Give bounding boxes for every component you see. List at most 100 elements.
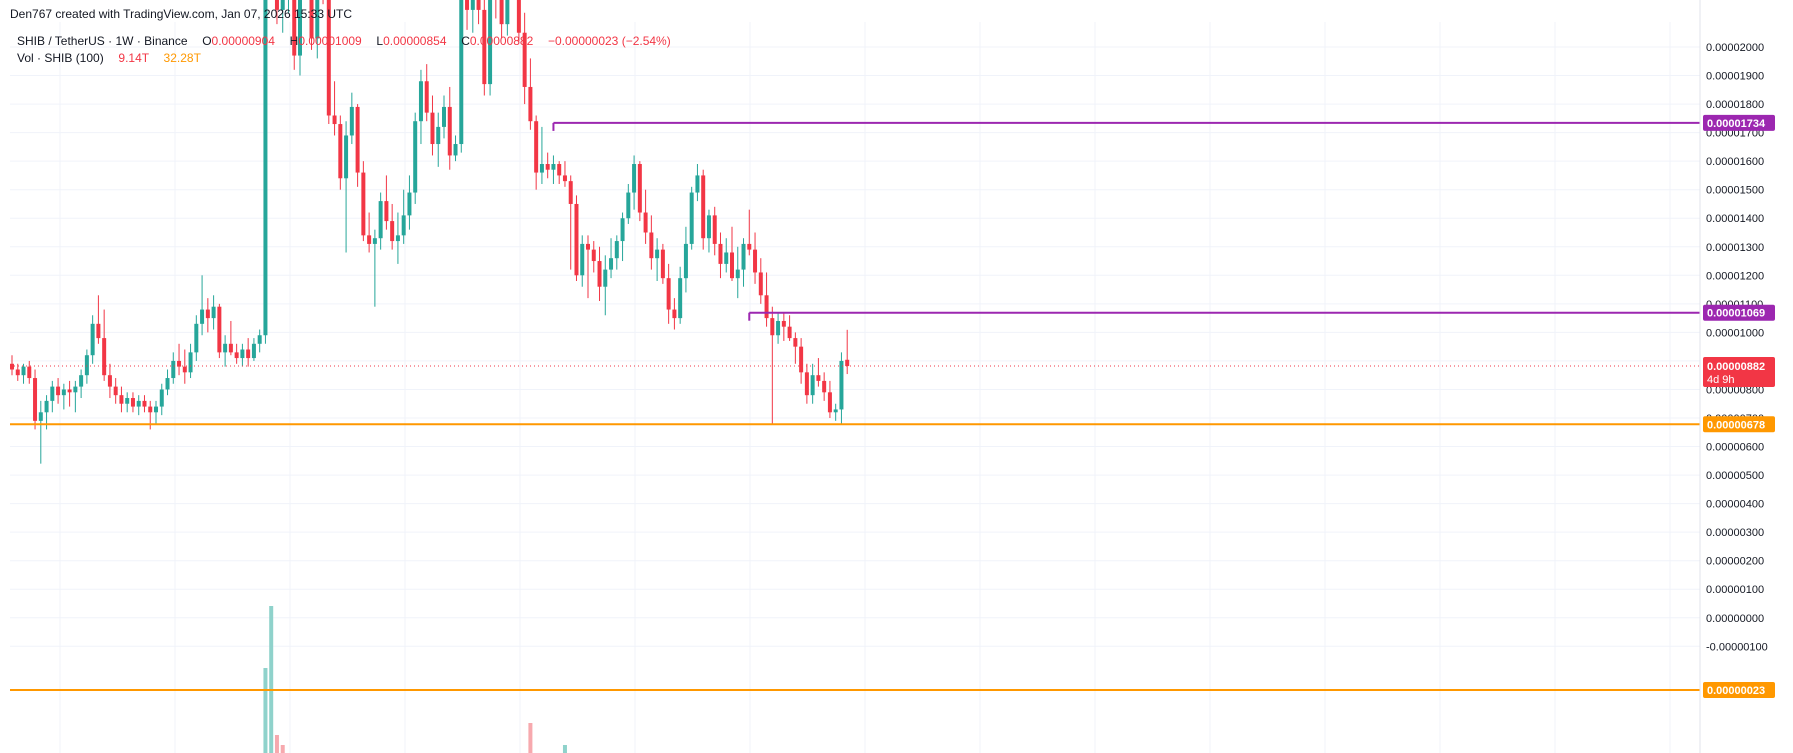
level-price-tag-label: 0.00000023 <box>1707 685 1765 697</box>
level-price-tag-label: 0.00001734 <box>1707 118 1766 130</box>
candle-body <box>730 252 734 279</box>
price-tick-label: 0.00001600 <box>1706 156 1764 168</box>
candle-body <box>27 366 32 379</box>
candle-body <box>326 0 331 116</box>
volume-bar <box>280 745 285 753</box>
volume-bar <box>274 735 279 753</box>
candle-body <box>188 352 193 373</box>
candle-body <box>672 309 677 319</box>
candle-body <box>689 192 694 244</box>
chart-credit: Den767 created with TradingView.com, Jan… <box>10 7 352 21</box>
candle-body <box>488 0 493 85</box>
candle-body <box>574 203 579 276</box>
candle-body <box>614 241 619 259</box>
candle-body <box>130 398 135 407</box>
volume-bar <box>263 668 268 753</box>
candle-body <box>217 306 222 353</box>
candle-body <box>332 115 337 125</box>
candle-body <box>833 409 838 413</box>
candle-body <box>620 218 625 242</box>
candle-body <box>67 389 72 393</box>
candle-body <box>395 235 400 242</box>
symbol-title[interactable]: SHIB / TetherUS · 1W · Binance <box>17 34 188 48</box>
candle-body <box>171 360 176 379</box>
candle-body <box>424 81 429 113</box>
price-tick-label: 0.00000100 <box>1706 584 1764 596</box>
price-tick-label: 0.00001900 <box>1706 71 1764 83</box>
high-label: H <box>289 34 299 48</box>
candle-body <box>781 320 786 327</box>
candle-body <box>372 238 377 244</box>
candle-body <box>718 243 723 264</box>
candle-body <box>551 164 556 170</box>
high-value: 0.00001009 <box>298 34 362 48</box>
low-value: 0.00000854 <box>383 34 447 48</box>
candle-body <box>90 323 95 356</box>
candle-body <box>182 366 187 373</box>
candle-body <box>378 201 383 239</box>
candle-body <box>557 164 562 176</box>
volume-label[interactable]: Vol · SHIB (100) <box>17 51 104 65</box>
symbol-ohlc-line: SHIB / TetherUS · 1W · Binance O0.000009… <box>17 34 671 48</box>
candle-body <box>804 372 809 396</box>
candle-body <box>453 144 458 156</box>
candle-body <box>292 0 297 56</box>
candle-body <box>539 164 544 173</box>
candle-body <box>211 306 216 319</box>
candle-body <box>73 386 78 393</box>
candle-body <box>632 164 637 193</box>
candle-body <box>159 389 164 407</box>
candle-body <box>776 320 781 336</box>
level-price-tag-label: 0.00000678 <box>1707 419 1765 431</box>
candle-body <box>747 243 752 250</box>
volume-bar <box>269 606 274 753</box>
price-axis: 0.000020000.000019000.000018000.00001700… <box>1699 0 1775 753</box>
candle-body <box>741 243 746 270</box>
candle-body <box>816 375 821 381</box>
candle-body <box>223 343 228 353</box>
candle-body <box>586 243 590 250</box>
candle-body <box>113 386 118 396</box>
candle-body <box>148 406 153 413</box>
change-value: −0.00000023 (−2.54%) <box>547 34 671 48</box>
candle-body <box>246 349 251 359</box>
candle-body <box>257 335 262 344</box>
candle-body <box>666 278 671 310</box>
candle-body <box>516 0 521 33</box>
candle-body <box>482 9 487 85</box>
price-tick-label: 0.00001200 <box>1706 270 1764 282</box>
price-tick-label: 0.00001000 <box>1706 327 1764 339</box>
candle-body <box>125 398 130 404</box>
candle-body <box>447 106 452 156</box>
candle-body <box>390 221 395 242</box>
candle-body <box>822 380 827 393</box>
candle-body <box>50 386 55 401</box>
candle-body <box>361 172 366 236</box>
candles <box>10 0 850 464</box>
candle-body <box>142 400 147 407</box>
open-label: O <box>202 34 212 48</box>
candle-body <box>470 0 475 10</box>
price-tick-label: 0.00001300 <box>1706 242 1764 254</box>
candle-body <box>344 135 349 179</box>
price-tick-label: 0.00001500 <box>1706 185 1764 197</box>
candle-body <box>96 323 101 339</box>
candle-body <box>660 249 665 279</box>
candle-body <box>597 261 602 287</box>
candle-body <box>119 395 124 404</box>
price-tick-label: 0.00000300 <box>1706 527 1764 539</box>
candle-body <box>21 366 26 376</box>
candle-body <box>522 32 527 87</box>
candle-body <box>609 258 614 270</box>
volume-value-1: 9.14T <box>118 51 149 65</box>
candle-body <box>338 124 343 179</box>
low-label: L <box>376 34 384 48</box>
candle-body <box>701 175 706 239</box>
candle-body <box>367 235 372 244</box>
volume-bars <box>263 606 567 753</box>
candle-body <box>436 126 441 145</box>
candle-body <box>205 309 210 319</box>
volume-bar <box>528 723 533 753</box>
candle-body <box>764 295 769 319</box>
